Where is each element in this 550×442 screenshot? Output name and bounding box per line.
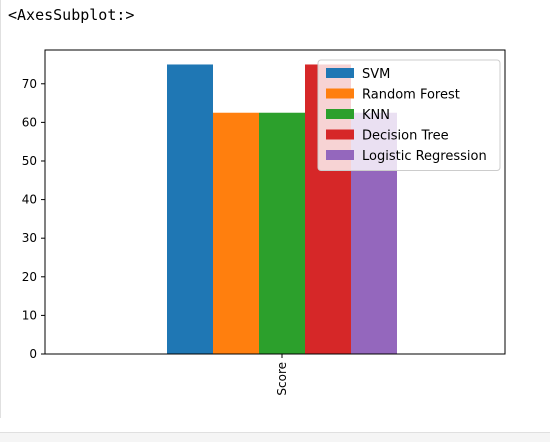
y-tick-label: 60: [22, 115, 37, 129]
legend-entry: Decision Tree: [362, 129, 449, 144]
bar-chart: 0 10 20 30 40 50 60 70 Score SVM Random Forest KNN D…: [22, 49, 506, 396]
legend-swatch: [326, 109, 354, 119]
output-repr-text: <AxesSubplot:>: [8, 6, 135, 24]
legend-swatch: [326, 68, 354, 78]
y-tick-label: 50: [22, 154, 37, 168]
y-tick-label: 0: [29, 347, 37, 361]
next-cell-edge: [0, 432, 550, 442]
legend-swatch: [326, 129, 354, 140]
y-tick-label: 20: [22, 270, 37, 284]
legend-swatch: [326, 88, 354, 99]
bar-random-forest: [213, 112, 259, 354]
y-tick-label: 10: [22, 308, 37, 322]
legend-entry: Logistic Regression: [362, 149, 487, 164]
y-tick-label: 30: [22, 231, 37, 245]
output-cell-border: [0, 0, 1, 418]
legend-entry: Random Forest: [362, 88, 460, 103]
legend-box: [317, 59, 501, 171]
y-tick-label: 40: [22, 193, 37, 207]
bar-knn: [259, 112, 305, 354]
x-tick-label: Score: [275, 362, 289, 396]
y-tick-label: 70: [22, 77, 37, 91]
legend-entry: SVM: [362, 67, 390, 82]
bar-svm: [167, 64, 213, 354]
legend-swatch: [326, 150, 354, 160]
plot-frame: [44, 49, 506, 355]
legend-entry: KNN: [362, 108, 390, 123]
